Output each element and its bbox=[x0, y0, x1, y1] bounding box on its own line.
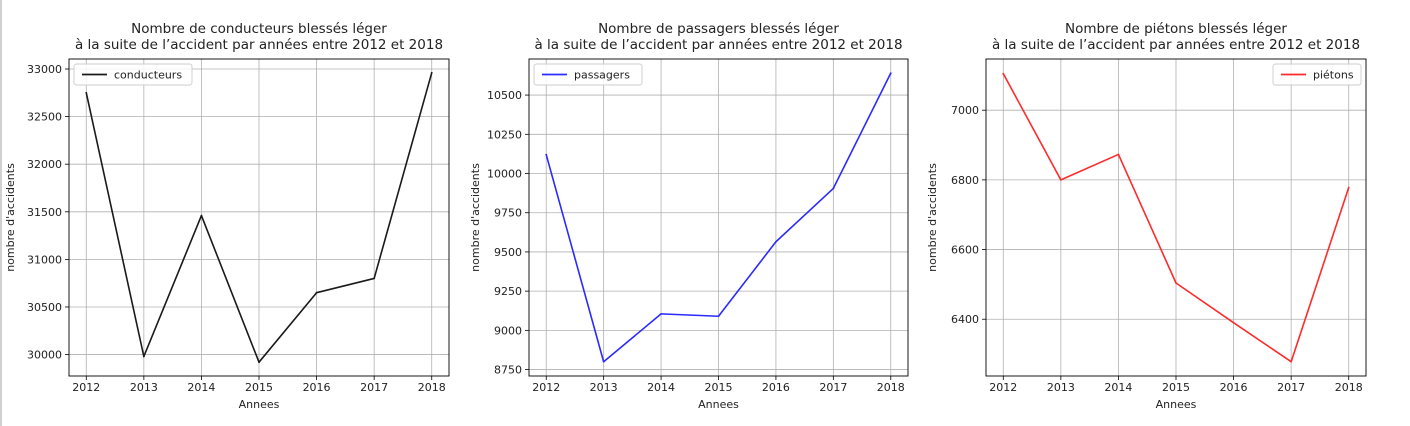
y-axis-label: nombre d'accidents bbox=[469, 163, 482, 272]
data-point bbox=[1117, 153, 1120, 156]
chart-subtitle: à la suite de l’accident par années entr… bbox=[75, 37, 443, 53]
y-tick-label: 30500 bbox=[27, 301, 62, 314]
data-point bbox=[315, 291, 318, 294]
x-tick-label: 2018 bbox=[418, 381, 446, 394]
x-tick-label: 2014 bbox=[187, 381, 215, 394]
data-point bbox=[200, 214, 203, 217]
data-point bbox=[1175, 282, 1177, 284]
y-tick-label: 31500 bbox=[27, 206, 62, 219]
data-point bbox=[258, 361, 260, 364]
y-tick-label: 30000 bbox=[27, 349, 62, 362]
x-tick-label: 2015 bbox=[245, 381, 273, 394]
chart-subtitle: à la suite de l’accident par années entr… bbox=[992, 37, 1360, 53]
y-tick-label: 8750 bbox=[494, 364, 522, 377]
chart-title: Nombre de conducteurs blessés léger bbox=[131, 21, 387, 37]
y-tick-label: 9250 bbox=[494, 285, 522, 298]
data-point bbox=[373, 277, 376, 280]
data-point bbox=[545, 153, 548, 156]
data-point bbox=[1290, 360, 1293, 363]
y-tick-label: 10000 bbox=[487, 168, 522, 181]
y-tick-label: 32000 bbox=[27, 158, 62, 171]
x-tick-label: 2017 bbox=[819, 381, 847, 394]
chart-panel-1: 2012 2013 2014 2015 2016 2017 2018 30000 30500 31… bbox=[4, 21, 450, 411]
y-axis-label: nombre d'accidents bbox=[926, 163, 939, 272]
x-tick-label: 2013 bbox=[590, 381, 618, 394]
x-axis-label: Annees bbox=[239, 398, 280, 411]
x-tick-label: 2013 bbox=[1047, 381, 1075, 394]
data-point bbox=[1002, 72, 1005, 75]
x-tick-label: 2012 bbox=[989, 381, 1017, 394]
y-tick-label: 10250 bbox=[487, 128, 522, 141]
x-tick-label: 2014 bbox=[1104, 381, 1132, 394]
data-point bbox=[1059, 178, 1062, 181]
y-tick-label: 33000 bbox=[27, 63, 62, 76]
y-tick-label: 32500 bbox=[27, 111, 62, 124]
data-point bbox=[142, 355, 145, 358]
x-tick-label: 2014 bbox=[647, 381, 675, 394]
x-tick-label: 2012 bbox=[532, 381, 560, 394]
data-point bbox=[1347, 186, 1350, 189]
data-point bbox=[430, 71, 433, 74]
x-tick-label: 2015 bbox=[1162, 381, 1190, 394]
data-point bbox=[832, 187, 835, 190]
y-tick-label: 9500 bbox=[494, 246, 522, 259]
chart-panel-2: 2012 2013 2014 2015 2016 2017 2018 8750 9000 9250… bbox=[469, 21, 909, 411]
x-tick-label: 2013 bbox=[130, 381, 158, 394]
legend-box bbox=[1272, 63, 1362, 86]
y-tick-label: 9000 bbox=[494, 324, 522, 337]
chart-subtitle: à la suite de l’accident par années entr… bbox=[534, 37, 902, 53]
legend-box bbox=[533, 63, 643, 86]
x-tick-label: 2017 bbox=[360, 381, 388, 394]
data-point bbox=[660, 312, 662, 315]
y-tick-label: 10500 bbox=[487, 89, 522, 102]
window-left-border bbox=[0, 0, 2, 426]
x-tick-label: 2016 bbox=[762, 381, 790, 394]
chart-title: Nombre de piétons blessés léger bbox=[1065, 21, 1287, 37]
legend: conducteurs bbox=[73, 63, 193, 86]
legend-box bbox=[73, 63, 193, 86]
data-point bbox=[775, 240, 777, 243]
data-point bbox=[85, 91, 88, 94]
x-axis-label: Annees bbox=[1156, 398, 1197, 411]
data-point bbox=[717, 315, 720, 318]
x-tick-label: 2015 bbox=[705, 381, 733, 394]
y-tick-label: 9750 bbox=[494, 207, 522, 220]
x-tick-label: 2016 bbox=[303, 381, 331, 394]
y-tick-label: 6400 bbox=[951, 313, 979, 326]
legend-label: conducteurs bbox=[114, 69, 182, 82]
x-tick-label: 2018 bbox=[877, 381, 905, 394]
y-tick-label: 7000 bbox=[951, 104, 979, 117]
legend-label: passagers bbox=[574, 69, 630, 82]
y-tick-label: 6800 bbox=[951, 174, 979, 187]
x-tick-label: 2016 bbox=[1220, 381, 1248, 394]
x-axis-label: Annees bbox=[698, 398, 739, 411]
y-tick-label: 31000 bbox=[27, 253, 62, 266]
chart-title: Nombre de passagers blessés léger bbox=[598, 21, 839, 37]
legend: piétons bbox=[1272, 63, 1362, 86]
data-point bbox=[602, 360, 605, 363]
data-point bbox=[1232, 321, 1235, 324]
legend-label: piétons bbox=[1313, 69, 1354, 82]
data-point bbox=[889, 72, 892, 75]
x-tick-label: 2012 bbox=[72, 381, 100, 394]
x-tick-label: 2017 bbox=[1277, 381, 1305, 394]
y-axis-label: nombre d'accidents bbox=[4, 163, 17, 272]
chart-panel-3: 2012 2013 2014 2015 2016 2017 2018 6400 6600 6800… bbox=[926, 21, 1367, 411]
legend: passagers bbox=[533, 63, 643, 86]
y-tick-label: 6600 bbox=[951, 244, 979, 257]
x-tick-label: 2018 bbox=[1335, 381, 1363, 394]
